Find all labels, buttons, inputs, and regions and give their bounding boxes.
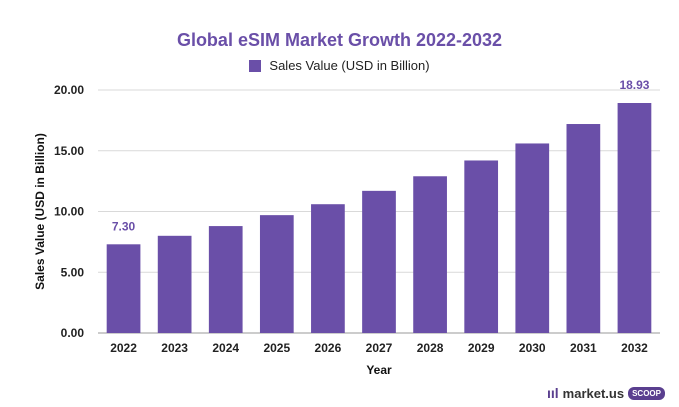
bar (515, 143, 550, 333)
x-tick-label: 2031 (570, 341, 597, 355)
y-tick-label: 10.00 (54, 205, 84, 219)
x-tick-label: 2026 (315, 341, 342, 355)
legend-label: Sales Value (USD in Billion) (269, 58, 430, 73)
brand-watermark: ııl market.us SCOOP (547, 385, 665, 401)
x-tick-label: 2022 (110, 341, 137, 355)
x-tick-label: 2030 (519, 341, 546, 355)
y-tick-label: 15.00 (54, 144, 84, 158)
x-tick-label: 2028 (417, 341, 444, 355)
brand-logo-icon: ııl (547, 385, 559, 401)
bar (106, 244, 141, 333)
y-axis-title: Sales Value (USD in Billion) (33, 133, 47, 290)
x-tick-label: 2032 (621, 341, 648, 355)
data-label: 7.30 (112, 219, 136, 233)
bar (566, 124, 601, 334)
x-axis-title: Year (366, 363, 392, 377)
bar (464, 160, 499, 333)
x-tick-label: 2025 (263, 341, 290, 355)
bar (157, 235, 192, 333)
bar (617, 103, 652, 333)
bar (413, 176, 447, 333)
x-tick-label: 2027 (366, 341, 393, 355)
legend: Sales Value (USD in Billion) (0, 58, 679, 73)
brand-badge: SCOOP (628, 386, 665, 400)
legend-swatch (249, 59, 262, 72)
x-tick-label: 2023 (161, 341, 188, 355)
y-tick-label: 0.00 (61, 326, 85, 340)
bar (362, 190, 396, 333)
data-label: 18.93 (619, 78, 649, 92)
y-tick-label: 5.00 (61, 265, 85, 279)
x-tick-label: 2029 (468, 341, 495, 355)
y-tick-label: 20.00 (54, 83, 84, 97)
x-tick-label: 2024 (212, 341, 239, 355)
brand-name: market.us (562, 385, 625, 401)
bar (259, 215, 294, 333)
chart-title: Global eSIM Market Growth 2022-2032 (176, 30, 503, 50)
bar (311, 204, 345, 333)
bar (208, 226, 243, 333)
